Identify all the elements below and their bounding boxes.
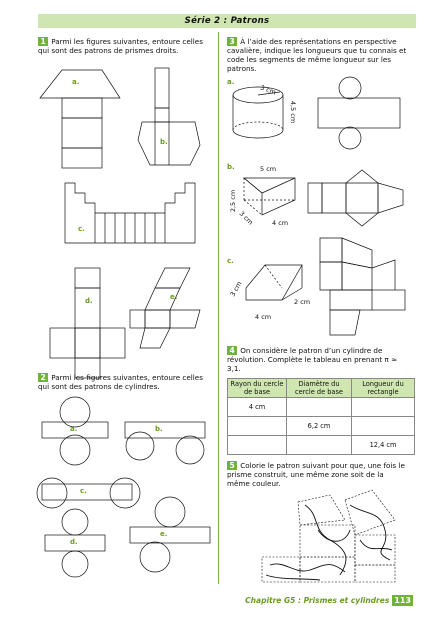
chapter-title: Chapitre G5 : Prismes et cylindres — [245, 596, 390, 605]
table-cell[interactable]: 4 cm — [227, 397, 287, 417]
table-cell[interactable] — [286, 435, 352, 455]
exercise-1-number: 1 — [38, 37, 49, 46]
table-cell[interactable] — [351, 416, 415, 436]
exercise-4-number: 4 — [227, 346, 238, 355]
dim-b-top: 5 cm — [260, 165, 277, 173]
ex2-label-d: d. — [70, 538, 78, 546]
dim-b-side: 2,5 cm — [229, 189, 238, 213]
table-cell[interactable]: 12,4 cm — [351, 435, 415, 455]
series-title: Série 2 : Patrons — [184, 16, 270, 26]
ex1-label-c: c. — [78, 225, 85, 233]
table-cell[interactable] — [227, 435, 287, 455]
table-row: 12,4 cm — [227, 435, 415, 455]
column-divider — [218, 32, 219, 584]
exercise-1-text: Parmi les figures suivantes, entoure cel… — [38, 37, 203, 55]
table-row: 4 cm — [227, 397, 415, 417]
table-cell[interactable] — [227, 416, 287, 436]
ex1-label-e: e. — [170, 293, 178, 301]
ex3-label-c: c. — [227, 257, 234, 265]
ex1-label-b: b. — [160, 138, 168, 146]
table-header: Diamètre du cercle de base — [286, 378, 352, 398]
dim-b-3: 3 cm — [237, 209, 255, 227]
ex1-label-a: a. — [72, 78, 80, 86]
dim-a-height: 4,5 cm — [289, 100, 298, 124]
exercise-5-number: 5 — [227, 461, 238, 470]
dim-a-radius: 3 cm — [259, 83, 277, 97]
series-banner: Série 2 : Patrons — [38, 14, 416, 28]
exercise-3-text: À l’aide des représentations en perspect… — [227, 37, 407, 73]
ex2-label-b: b. — [155, 425, 163, 433]
table-cell[interactable] — [286, 397, 352, 417]
dim-c-4: 4 cm — [255, 313, 272, 321]
dim-b-4: 4 cm — [272, 219, 289, 227]
dim-c-3: 3 cm — [228, 280, 244, 298]
page-number: 113 — [392, 595, 413, 606]
ex3-label-a: a. — [227, 78, 235, 86]
dim-c-2: 2 cm — [294, 298, 311, 306]
ex2-label-a: a. — [70, 425, 78, 433]
exercise-4-text: On considère le patron d’un cylindre de … — [227, 346, 398, 373]
exercise-5-text: Colorie le patron suivant pour que, une … — [227, 461, 405, 488]
cylinder-table: Rayon du cercle de base Diamètre du cerc… — [227, 378, 415, 455]
exercise-2-statement: 2 Parmi les figures suivantes, entoure ce… — [38, 373, 214, 391]
table-header: Longueur du rectangle — [351, 378, 415, 398]
table-row: 6,2 cm — [227, 416, 415, 436]
exercise-4-statement: 4 On considère le patron d’un cylindre de… — [227, 346, 407, 373]
exercise-1-statement: 1 Parmi les figures suivantes, entoure ce… — [38, 37, 214, 55]
ex3-label-b: b. — [227, 163, 235, 171]
table-header: Rayon du cercle de base — [227, 378, 287, 398]
exercise-3-number: 3 — [227, 37, 238, 46]
ex2-label-e: e. — [160, 530, 168, 538]
ex2-label-c: c. — [80, 487, 87, 495]
ex1-label-d: d. — [85, 297, 93, 305]
table-cell[interactable] — [351, 397, 415, 417]
exercise-5-statement: 5 Colorie le patron suivant pour que, une… — [227, 461, 407, 488]
page-footer: Chapitre G5 : Prismes et cylindres 113 — [245, 595, 413, 606]
exercise-2-text: Parmi les figures suivantes, entoure cel… — [38, 373, 203, 391]
table-cell[interactable]: 6,2 cm — [286, 416, 352, 436]
exercise-2-number: 2 — [38, 373, 49, 382]
